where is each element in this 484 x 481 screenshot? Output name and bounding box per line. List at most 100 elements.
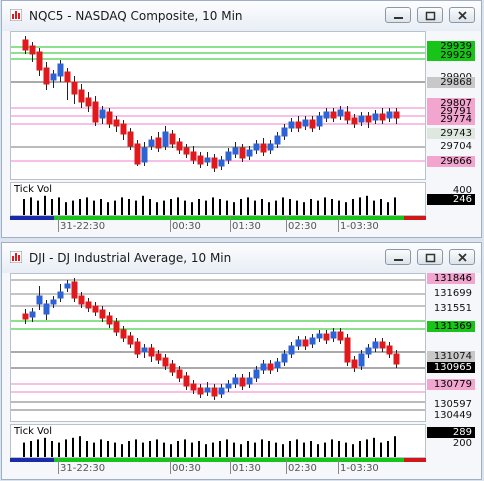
minimize-button[interactable] <box>385 7 411 23</box>
price-label: 29743 <box>427 128 475 139</box>
price-label: 29807 <box>427 98 475 109</box>
candle-body <box>85 97 92 107</box>
volume-bar <box>345 202 347 215</box>
volume-bar <box>303 202 305 215</box>
candlestick-plot[interactable] <box>11 274 425 421</box>
candle-body <box>344 337 351 363</box>
volume-bar <box>373 437 375 457</box>
minimize-button[interactable] <box>385 249 411 265</box>
volume-bar <box>72 200 74 215</box>
volume-bar <box>58 442 60 457</box>
volume-bar <box>44 437 46 457</box>
candle-body <box>365 347 372 355</box>
volume-bar <box>289 441 291 457</box>
time-label: 1-03:30 <box>340 463 379 474</box>
time-tick <box>338 458 339 474</box>
volume-bar <box>331 199 333 215</box>
time-tick <box>230 458 231 474</box>
time-label: 31-22:30 <box>60 221 106 232</box>
candle-body <box>218 387 225 395</box>
price-chart[interactable] <box>10 31 426 180</box>
candle-body <box>92 305 99 313</box>
candle-body <box>64 71 71 83</box>
volume-bar <box>100 439 102 457</box>
volume-bar <box>296 439 298 457</box>
volume-bar <box>163 442 165 457</box>
close-button[interactable] <box>449 7 475 23</box>
volume-bar <box>310 441 312 457</box>
candle-body <box>113 119 120 127</box>
price-label: 29666 <box>427 156 475 167</box>
candle-body <box>36 295 43 305</box>
candle-body <box>358 353 365 367</box>
price-label: 29774 <box>427 114 475 125</box>
volume-panel[interactable]: Tick Vol <box>10 424 426 458</box>
price-label: 131369 <box>427 321 475 332</box>
volume-bar <box>275 200 277 215</box>
volume-bar <box>142 195 144 215</box>
volume-bar <box>233 202 235 215</box>
close-button[interactable] <box>449 249 475 265</box>
volume-bar <box>23 442 25 457</box>
volume-bar <box>114 442 116 457</box>
candle-body <box>148 139 155 147</box>
volume-bar <box>366 195 368 215</box>
volume-bar <box>254 200 256 215</box>
candle-body <box>246 377 253 385</box>
candle-body <box>169 133 176 145</box>
volume-bars <box>23 195 396 215</box>
volume-bar <box>233 442 235 457</box>
candle-body <box>260 143 267 153</box>
volume-bar <box>240 199 242 215</box>
window-title: DJI - DJ Industrial Average, 10 Min <box>29 251 232 265</box>
candle-body <box>106 111 113 125</box>
chart-window-nasdaq: NQC5 - NASDAQ Composite, 10 Min 29939 299… <box>1 0 482 238</box>
volume-bar <box>352 444 354 457</box>
volume-bar <box>79 199 81 215</box>
candle-body <box>71 281 78 299</box>
volume-bar <box>149 441 151 457</box>
maximize-button[interactable] <box>417 249 443 265</box>
candle-body <box>337 331 344 341</box>
candle-body <box>29 311 36 318</box>
volume-panel[interactable]: Tick Vol <box>10 182 426 216</box>
candle-body <box>316 333 323 339</box>
volume-bar <box>380 199 382 215</box>
candle-body <box>225 383 232 389</box>
volume-bar <box>247 441 249 457</box>
candle-body <box>309 119 316 129</box>
candle-body <box>43 303 50 315</box>
volume-bar <box>44 195 46 215</box>
candle-body <box>302 119 309 127</box>
volume-bar <box>191 202 193 215</box>
candle-body <box>302 339 309 347</box>
candle-body <box>85 301 92 309</box>
volume-bar <box>359 197 361 215</box>
candle-body <box>260 363 267 371</box>
candle-body <box>36 51 43 71</box>
candle-body <box>169 363 176 373</box>
window-titlebar[interactable]: DJI - DJ Industrial Average, 10 Min <box>2 243 481 273</box>
volume-bar <box>191 442 193 457</box>
volume-label: Tick Vol <box>14 184 53 195</box>
candlestick-plot[interactable] <box>11 32 425 179</box>
volume-bar <box>86 197 88 215</box>
candle-body <box>274 135 281 145</box>
price-label: 29704 <box>440 141 472 152</box>
volume-bar <box>156 202 158 215</box>
session-bar <box>10 458 426 462</box>
close-icon <box>458 253 467 262</box>
candle-body <box>190 383 197 391</box>
maximize-icon <box>425 253 436 263</box>
volume-axis: 400 246 <box>427 182 477 216</box>
candle-body <box>162 131 169 147</box>
window-titlebar[interactable]: NQC5 - NASDAQ Composite, 10 Min <box>2 1 481 31</box>
price-chart[interactable] <box>10 273 426 422</box>
maximize-button[interactable] <box>417 7 443 23</box>
volume-label: Tick Vol <box>14 426 53 437</box>
candle-body <box>134 143 141 165</box>
volume-bar <box>107 441 109 457</box>
time-label: 1-03:30 <box>340 221 379 232</box>
window-title: NQC5 - NASDAQ Composite, 10 Min <box>29 9 243 23</box>
time-tick <box>170 216 171 232</box>
